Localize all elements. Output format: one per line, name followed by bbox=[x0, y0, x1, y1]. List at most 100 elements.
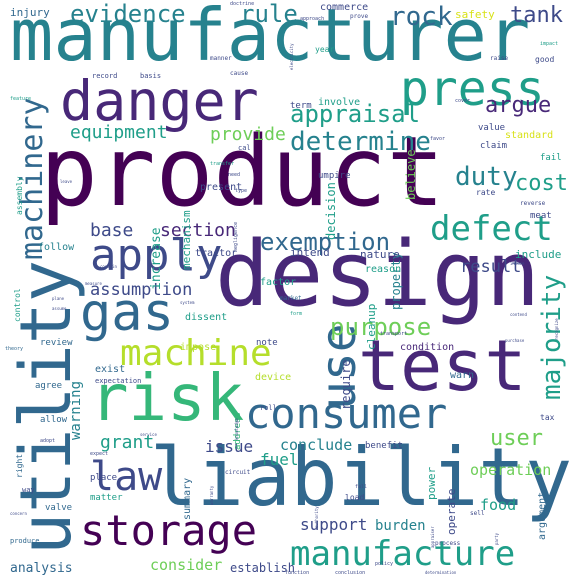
word-process: process bbox=[435, 540, 461, 547]
word-service: service bbox=[140, 432, 157, 437]
word-rock: rock bbox=[390, 2, 453, 32]
word-adopt: adopt bbox=[40, 438, 55, 444]
word-impact: impact bbox=[540, 41, 558, 47]
word-apply: apply bbox=[90, 230, 222, 281]
word-machinery: machinery bbox=[15, 97, 50, 260]
word-place: place bbox=[90, 473, 117, 483]
word-function: function bbox=[285, 570, 309, 576]
word-believe: believe bbox=[404, 149, 418, 200]
word-produce: produce bbox=[10, 537, 40, 545]
word-income: income bbox=[510, 261, 525, 266]
word-sell: sell bbox=[470, 510, 485, 517]
word-assume: assume bbox=[52, 306, 67, 311]
word-record: record bbox=[92, 72, 117, 80]
word-base: base bbox=[90, 220, 133, 241]
word-safety: safety bbox=[455, 8, 495, 21]
word-consumer: consumer bbox=[245, 389, 447, 438]
word-design: design bbox=[215, 222, 540, 327]
word-risk: risk bbox=[90, 362, 244, 436]
word-analysis: analysis bbox=[10, 561, 73, 576]
word-press: press bbox=[400, 61, 545, 117]
word-benefit: benefit bbox=[365, 441, 403, 451]
word-intend: intend bbox=[290, 246, 330, 259]
word-feature: feature bbox=[10, 96, 31, 102]
word-warranty: warranty bbox=[209, 485, 214, 505]
word-grant: grant bbox=[100, 432, 154, 453]
word-purchase: purchase bbox=[505, 338, 525, 343]
word-expectation: expectation bbox=[95, 377, 141, 385]
word-use: use bbox=[311, 323, 367, 410]
word-cal: cal bbox=[238, 144, 251, 152]
word-prove: prove bbox=[350, 13, 368, 20]
word-defect: defect bbox=[430, 209, 553, 249]
word-involve: involve bbox=[318, 97, 360, 108]
word-operation: operation bbox=[470, 461, 551, 479]
word-user: user bbox=[490, 426, 543, 451]
word-expect: expect bbox=[90, 451, 108, 457]
word-appraiser: appraiser bbox=[430, 526, 435, 548]
word-determination: determination bbox=[425, 570, 457, 575]
word-policy: policy bbox=[375, 561, 393, 567]
word-cause: cause bbox=[230, 70, 248, 77]
word-contend: contend bbox=[510, 312, 527, 317]
word-system: system bbox=[180, 300, 195, 305]
word-recognize: recognize bbox=[554, 318, 559, 340]
word-matter: matter bbox=[90, 493, 123, 503]
word-tax: tax bbox=[540, 413, 555, 422]
word-control: control bbox=[13, 288, 22, 322]
word-evidence: evidence bbox=[70, 0, 186, 28]
word-cover: cover bbox=[455, 98, 470, 104]
word-need: need bbox=[228, 172, 240, 178]
word-power: power bbox=[425, 467, 438, 500]
word-plane: plane bbox=[52, 296, 65, 301]
word-equipment: equipment bbox=[70, 122, 168, 143]
word-negligence: negligence bbox=[233, 222, 239, 252]
word-duty: duty bbox=[455, 162, 518, 192]
word-warning: warning bbox=[68, 381, 84, 440]
word-section: section bbox=[160, 220, 236, 241]
word-way: way bbox=[22, 486, 35, 494]
word-conclusion: conclusion bbox=[335, 570, 365, 576]
word-approach: approach bbox=[300, 16, 324, 22]
word-party: party bbox=[494, 532, 499, 545]
word-allow: allow bbox=[40, 415, 68, 425]
word-favor: favor bbox=[430, 136, 445, 142]
word-raise: raise bbox=[490, 55, 508, 62]
word-include: include bbox=[515, 248, 561, 261]
word-decision: decision bbox=[324, 182, 338, 240]
word-fuel: fuel bbox=[260, 450, 299, 469]
word-load: load bbox=[345, 493, 364, 502]
word-contain: contain bbox=[100, 264, 117, 269]
word-theory: theory bbox=[5, 346, 23, 352]
word-assembly: assembly bbox=[15, 176, 24, 215]
word-term: term bbox=[290, 101, 312, 111]
word-reason: reason bbox=[365, 264, 401, 275]
word-storage: storage bbox=[80, 506, 257, 555]
word-meat: meat bbox=[530, 211, 552, 221]
word-cleanup: cleanup bbox=[365, 304, 378, 350]
word-doctrine: doctrine bbox=[230, 1, 254, 7]
word-fall: fall bbox=[355, 484, 367, 490]
word-form: form bbox=[290, 311, 302, 317]
word-type: type bbox=[235, 188, 247, 194]
word-establish: establish bbox=[230, 561, 295, 575]
word-utility: utility bbox=[5, 260, 87, 555]
word-review: review bbox=[40, 338, 73, 348]
word-tank: tank bbox=[510, 3, 563, 28]
word-exist: exist bbox=[95, 364, 125, 375]
word-roll: roll bbox=[260, 404, 277, 412]
word-injury: injury bbox=[10, 6, 50, 19]
word-electricity: electricity bbox=[289, 43, 294, 70]
word-property: property bbox=[389, 252, 403, 310]
word-operate: operate bbox=[445, 489, 458, 535]
word-basis: basis bbox=[140, 72, 161, 80]
word-danger: danger bbox=[60, 69, 259, 133]
word-food: food bbox=[480, 496, 516, 514]
word-majority: majority bbox=[537, 275, 567, 400]
word-manufacturer: manufacturer bbox=[10, 0, 530, 77]
word-argument: argument bbox=[537, 492, 548, 540]
word-support: support bbox=[300, 515, 367, 534]
word-machine: machine bbox=[120, 333, 272, 374]
